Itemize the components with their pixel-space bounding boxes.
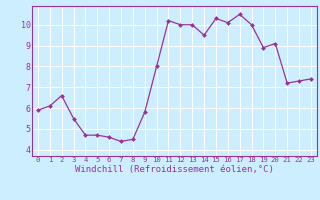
X-axis label: Windchill (Refroidissement éolien,°C): Windchill (Refroidissement éolien,°C) [75,165,274,174]
